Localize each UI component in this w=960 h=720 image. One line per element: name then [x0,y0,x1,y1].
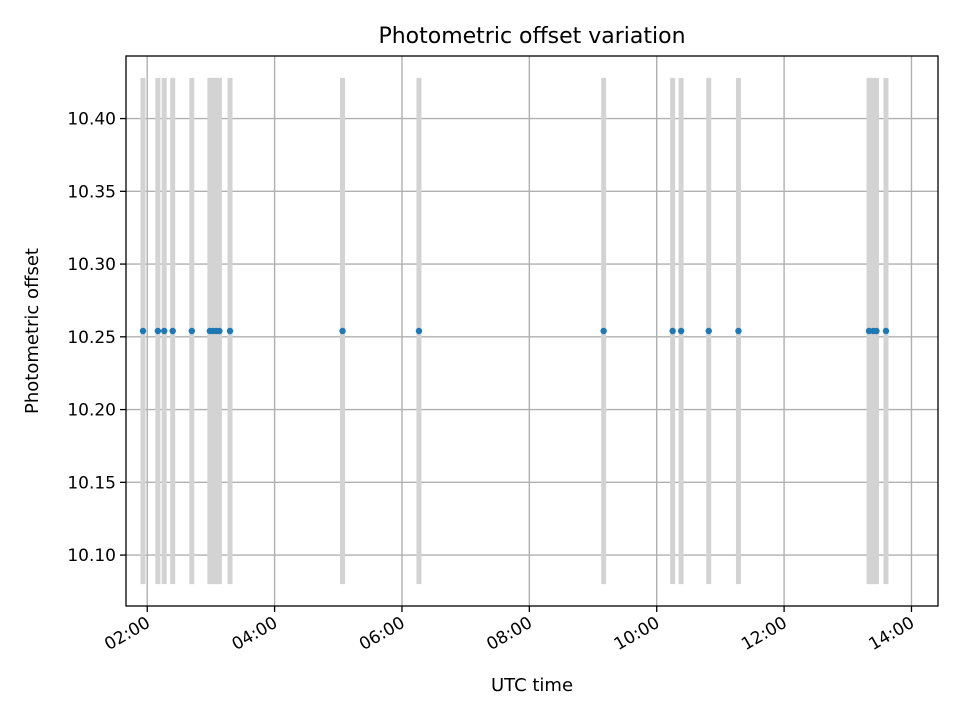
data-point [677,327,685,335]
data-point [415,327,423,335]
data-point [139,327,147,335]
y-tick-label: 10.40 [67,110,116,130]
x-tick-label: 10:00 [611,613,663,655]
x-tick-label: 12:00 [738,613,790,655]
x-tick-label: 14:00 [866,613,918,655]
data-point [188,327,196,335]
y-tick-label: 10.20 [67,401,116,421]
plot-frame [125,55,939,607]
error-bars [140,77,889,585]
data-point [669,327,676,335]
x-tick-label: 02:00 [101,613,153,655]
data-point [154,327,162,335]
data-point [873,327,880,335]
data-point [339,327,346,335]
data-point [169,327,176,335]
data-point [882,327,890,335]
chart-title: Photometric offset variation [378,24,685,49]
y-axis-ticks: 10.10 10.15 10.20 10.25 10.30 10.35 10.40 [67,110,126,566]
y-axis-label: Photometric offset [22,248,43,414]
data-point [735,327,742,335]
data-point [705,327,712,335]
data-points [139,327,890,335]
data-point [226,327,234,335]
y-tick-label: 10.30 [67,255,116,275]
y-tick-label: 10.15 [67,473,116,493]
data-point [216,327,223,335]
x-tick-label: 04:00 [229,613,281,655]
data-point [600,327,607,335]
x-axis-ticks: 02:00 04:00 06:00 08:00 10:00 12:00 14:00 [101,606,918,655]
data-point [161,327,168,335]
y-tick-label: 10.35 [67,182,116,202]
x-axis-label: UTC time [491,675,573,696]
grid-lines [126,56,938,606]
x-tick-label: 06:00 [356,613,408,655]
y-tick-label: 10.25 [67,328,116,348]
x-tick-label: 08:00 [483,613,535,655]
y-tick-label: 10.10 [67,546,116,566]
